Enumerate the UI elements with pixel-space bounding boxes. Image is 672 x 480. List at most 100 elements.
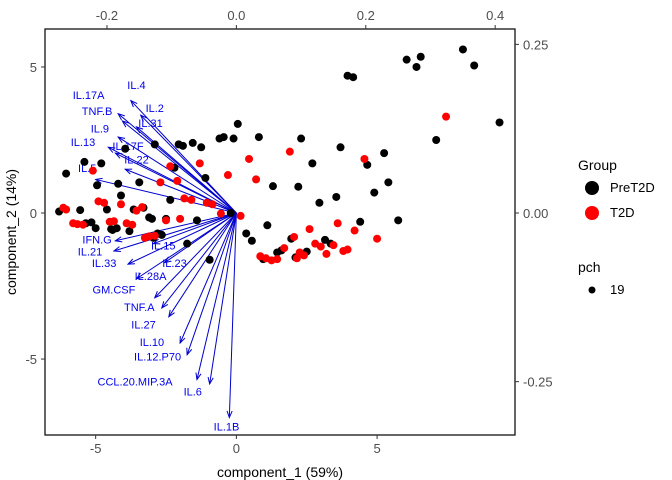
scatter-point	[156, 178, 165, 187]
scatter-point	[402, 55, 411, 64]
arrowhead-icon	[186, 347, 193, 356]
arrowhead-icon	[226, 410, 233, 419]
loading-vector-label: IL.28A	[135, 271, 167, 283]
scatter-point	[173, 176, 182, 185]
loading-vector-label: IL.23	[162, 258, 186, 270]
loading-vector-label: IL.22	[124, 154, 148, 166]
scatter-point	[356, 217, 365, 226]
scatter-point	[242, 229, 251, 238]
scatter-point	[370, 188, 379, 197]
scatter-point	[321, 235, 330, 244]
arrowhead-icon	[123, 168, 133, 175]
loading-vector-label: GM.CSF	[93, 284, 136, 296]
legend-entry-label[interactable]: T2D	[610, 205, 635, 220]
loading-vector-arrow	[179, 212, 237, 344]
loading-vector-label: IL.15	[151, 241, 175, 253]
loading-vector-arrow	[125, 168, 237, 214]
y-axis-title: component_2 (14%)	[3, 169, 19, 295]
scatter-point	[349, 73, 358, 82]
legend-marker[interactable]	[585, 206, 599, 220]
scatter-point	[87, 218, 96, 227]
scatter-point	[412, 62, 421, 71]
scatter-point	[88, 166, 97, 175]
scatter-point	[183, 239, 192, 248]
x-axis-tick-label: 0	[233, 441, 240, 456]
x-axis-title: component_1 (59%)	[217, 464, 343, 480]
scatter-point	[93, 181, 102, 190]
loading-vector-arrow	[153, 212, 237, 245]
scatter-point	[102, 205, 111, 214]
scatter-point	[125, 227, 134, 236]
right-axis-tick-label: 0.25	[523, 37, 548, 52]
loading-vector-label: IL.1B	[214, 422, 240, 434]
scatter-point	[147, 214, 156, 223]
loading-vector-arrow	[209, 212, 237, 384]
scatter-point	[470, 61, 479, 70]
scatter-point	[236, 211, 245, 220]
scatter-point	[290, 232, 299, 241]
legend-title-pch: pch	[578, 259, 601, 275]
loading-vector-arrow	[161, 212, 237, 309]
scatter-point	[135, 178, 144, 187]
legend-entry-label[interactable]: 19	[610, 282, 624, 297]
loading-vector-label: IL.13	[71, 137, 95, 149]
scatter-point	[339, 246, 348, 255]
scatter-point	[219, 133, 228, 142]
scatter-point	[333, 219, 342, 228]
loading-vector-arrow	[122, 120, 237, 214]
legend-marker[interactable]	[585, 181, 599, 195]
loading-vector-label: IL.10	[140, 337, 164, 349]
arrowhead-icon	[195, 372, 202, 381]
loading-vector-arrow	[115, 212, 237, 242]
legend-marker[interactable]	[588, 286, 596, 294]
scatter-point	[180, 194, 189, 203]
arrowhead-icon	[114, 236, 123, 243]
loading-vector-label: IL.21	[78, 246, 102, 258]
loading-vector-label: IL.17A	[73, 90, 105, 102]
top-axis-tick-label: 0.4	[486, 8, 504, 23]
loading-vector-label: IL.2	[146, 103, 164, 115]
arrowhead-icon	[153, 291, 162, 299]
scatter-point	[114, 179, 123, 188]
arrowhead-icon	[117, 136, 126, 144]
scatter-point	[195, 159, 204, 168]
arrowhead-icon	[168, 309, 175, 318]
scatter-point	[416, 52, 425, 61]
loading-vector-label: CCL.20.MIP.3A	[98, 376, 174, 388]
loading-vector-label: IFN.G	[82, 235, 111, 247]
scatter-point	[315, 198, 324, 207]
scatter-point	[157, 230, 166, 239]
x-axis-tick-label: 5	[373, 441, 380, 456]
scatter-point	[166, 162, 175, 171]
legend-entry-label[interactable]: PreT2D	[610, 180, 655, 195]
scatter-point	[254, 133, 263, 142]
scatter-point	[178, 141, 187, 150]
arrowhead-icon	[129, 99, 138, 108]
scatter-point	[78, 220, 87, 229]
top-axis-tick-label: 0.2	[357, 8, 375, 23]
arrowhead-icon	[139, 114, 148, 122]
scatter-point	[226, 209, 235, 218]
scatter-point	[245, 154, 254, 163]
loading-vector-arrow	[127, 212, 237, 265]
right-axis-tick-label: -0.25	[523, 375, 553, 390]
scatter-point	[350, 226, 359, 235]
arrowhead-icon	[126, 258, 136, 265]
arrowhead-icon	[114, 152, 123, 159]
scatter-point	[256, 252, 265, 261]
scatter-point	[495, 118, 504, 127]
loading-vector-label: IL.6	[184, 387, 202, 399]
scatter-point	[109, 217, 118, 226]
scatter-point	[205, 255, 214, 264]
scatter-point	[150, 231, 159, 240]
scatter-series-pret2d	[55, 45, 504, 264]
scatter-point	[305, 225, 314, 234]
scatter-point	[201, 173, 210, 182]
scatter-point	[229, 134, 238, 143]
scatter-point	[432, 135, 441, 144]
scatter-point	[442, 112, 451, 121]
y-axis-tick-label: -5	[25, 352, 37, 367]
scatter-point	[162, 216, 171, 225]
scatter-point	[116, 200, 125, 209]
